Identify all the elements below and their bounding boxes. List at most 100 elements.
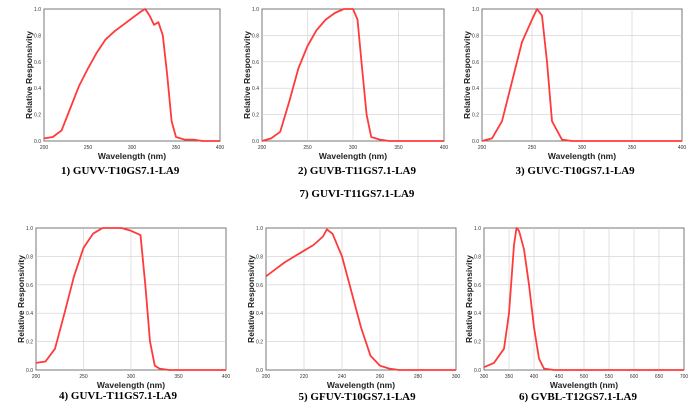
y-tick-label: 0.6 (474, 283, 481, 289)
x-axis-title: Wavelength (nm) (550, 380, 618, 390)
x-tick-label: 300 (127, 374, 136, 380)
x-tick-label: 300 (578, 145, 587, 151)
x-tick-label: 400 (530, 374, 539, 380)
y-tick-label: 0.4 (26, 311, 33, 317)
x-axis-title: Wavelength (nm) (548, 151, 616, 161)
y-tick-label: 1.0 (472, 7, 479, 13)
x-tick-label: 200 (262, 374, 271, 380)
responsivity-curve (265, 228, 456, 371)
x-tick-label: 400 (678, 145, 687, 151)
x-tick-label: 250 (79, 374, 88, 380)
chart-caption: 1) GUVV-T10GS7.1-LA9 (61, 165, 180, 177)
y-axis-title: Relative Responsivity (246, 255, 256, 343)
x-tick-label: 600 (630, 374, 639, 380)
y-tick-label: 0.8 (472, 33, 479, 39)
chart-3-svg: 0.0 0.2 0.4 0.6 0.8 1.0 200 250 300 350 400 Wavelen… (462, 7, 687, 161)
y-tick-label: 0.2 (474, 340, 481, 346)
x-tick-label: 400 (440, 145, 449, 151)
y-tick-label: 0.4 (472, 86, 479, 92)
x-tick-label: 250 (303, 145, 312, 151)
x-tick-label: 200 (32, 374, 41, 380)
y-tick-label: 0.2 (256, 340, 263, 346)
x-tick-label: 650 (655, 374, 664, 380)
x-tick-label: 400 (222, 374, 231, 380)
y-tick-label: 0.2 (34, 113, 41, 119)
y-tick-label: 0.0 (34, 139, 41, 145)
x-tick-label: 550 (605, 374, 614, 380)
y-tick-label: 0.6 (252, 60, 259, 66)
chart-1-svg: 0.0 0.2 0.4 0.6 0.8 1.0 200 250 300 350 400 Wavelen… (24, 7, 225, 161)
y-tick-label: 0.8 (256, 254, 263, 260)
chart-panel-4: 0.0 0.2 0.4 0.6 0.8 1.0 200 250 300 350 400 Wavelen… (12, 222, 232, 390)
responsivity-curve (481, 8, 682, 142)
x-tick-label: 200 (478, 145, 487, 151)
y-tick-label: 0.2 (252, 113, 259, 119)
x-tick-label: 350 (394, 145, 403, 151)
y-tick-label: 0.8 (26, 254, 33, 260)
x-axis-title: Wavelength (nm) (97, 380, 165, 390)
y-tick-label: 0.0 (26, 368, 33, 374)
x-tick-label: 300 (349, 145, 358, 151)
x-tick-label: 300 (128, 145, 137, 151)
y-tick-label: 0.2 (26, 340, 33, 346)
x-tick-label: 500 (580, 374, 589, 380)
chart-caption-secondary: 7) GUVI-T11GS7.1-LA9 (299, 188, 415, 200)
chart-caption: 6) GVBL-T12GS7.1-LA9 (519, 391, 637, 403)
x-axis-title: Wavelength (nm) (327, 380, 395, 390)
x-tick-label: 250 (528, 145, 537, 151)
y-tick-label: 0.4 (252, 86, 259, 92)
y-axis-title: Relative Responsivity (16, 255, 26, 343)
x-tick-label: 350 (628, 145, 637, 151)
x-tick-label: 450 (555, 374, 564, 380)
chart-5-svg: 0.0 0.2 0.4 0.6 0.8 1.0 200 220 240 260 280 300 Wave… (246, 226, 461, 390)
y-tick-label: 0.0 (252, 139, 259, 145)
x-tick-label: 200 (258, 145, 267, 151)
chart-caption: 3) GUVC-T10GS7.1-LA9 (515, 165, 635, 177)
chart-panel-2: 0.0 0.2 0.4 0.6 0.8 1.0 200 250 300 350 400 Wavelen… (240, 3, 450, 161)
y-tick-label: 0.6 (256, 283, 263, 289)
x-tick-label: 300 (452, 374, 461, 380)
x-tick-label: 300 (480, 374, 489, 380)
y-axis-title: Relative Responsivity (242, 31, 252, 119)
chart-6-svg: 0.0 0.2 0.4 0.6 0.8 1.0 300 350 400 450 500 550 600 6… (464, 226, 688, 390)
x-tick-label: 350 (505, 374, 514, 380)
y-tick-label: 0.4 (474, 311, 481, 317)
y-tick-label: 0.4 (256, 311, 263, 317)
chart-panel-5: 0.0 0.2 0.4 0.6 0.8 1.0 200 220 240 260 280 300 Wave… (242, 222, 462, 390)
y-tick-label: 0.2 (472, 113, 479, 119)
x-tick-label: 260 (376, 374, 385, 380)
y-tick-label: 0.6 (26, 283, 33, 289)
chart-caption: 5) GFUV-T10GS7.1-LA9 (298, 391, 416, 403)
chart-panel-3: 0.0 0.2 0.4 0.6 0.8 1.0 200 250 300 350 400 Wavelen… (460, 3, 688, 161)
y-tick-label: 0.6 (472, 60, 479, 66)
x-tick-label: 400 (216, 145, 225, 151)
plot-area (43, 8, 221, 142)
x-tick-label: 240 (338, 374, 347, 380)
y-axis-title: Relative Responsivity (24, 31, 34, 119)
y-tick-label: 1.0 (474, 226, 481, 232)
y-tick-label: 1.0 (252, 7, 259, 13)
x-tick-label: 280 (414, 374, 423, 380)
x-tick-label: 220 (300, 374, 309, 380)
plot-area (265, 227, 457, 371)
chart-panel-6: 0.0 0.2 0.4 0.6 0.8 1.0 300 350 400 450 500 550 600 6… (462, 222, 688, 390)
responsivity-curve (261, 8, 444, 142)
chart-caption: 4) GUVL-T11GS7.1-LA9 (59, 390, 177, 402)
x-tick-label: 350 (172, 145, 181, 151)
chart-2-svg: 0.0 0.2 0.4 0.6 0.8 1.0 200 250 300 350 400 Wavelen… (242, 7, 449, 161)
y-axis-title: Relative Responsivity (464, 255, 474, 343)
y-tick-label: 0.0 (474, 368, 481, 374)
y-tick-label: 0.6 (34, 60, 41, 66)
responsivity-curve (43, 8, 220, 142)
x-tick-label: 250 (84, 145, 93, 151)
x-axis-title: Wavelength (nm) (98, 151, 166, 161)
y-axis-title: Relative Responsivity (462, 31, 472, 119)
chart-panel-1: 0.0 0.2 0.4 0.6 0.8 1.0 200 250 300 350 400 Wavelen… (22, 3, 230, 161)
y-tick-label: 0.0 (256, 368, 263, 374)
y-tick-label: 0.8 (252, 33, 259, 39)
y-tick-label: 0.0 (472, 139, 479, 145)
y-tick-label: 0.4 (34, 86, 41, 92)
responsivity-curve (483, 227, 684, 371)
chart-caption: 2) GUVB-T11GS7.1-LA9 (298, 165, 416, 177)
y-tick-label: 1.0 (34, 7, 41, 13)
